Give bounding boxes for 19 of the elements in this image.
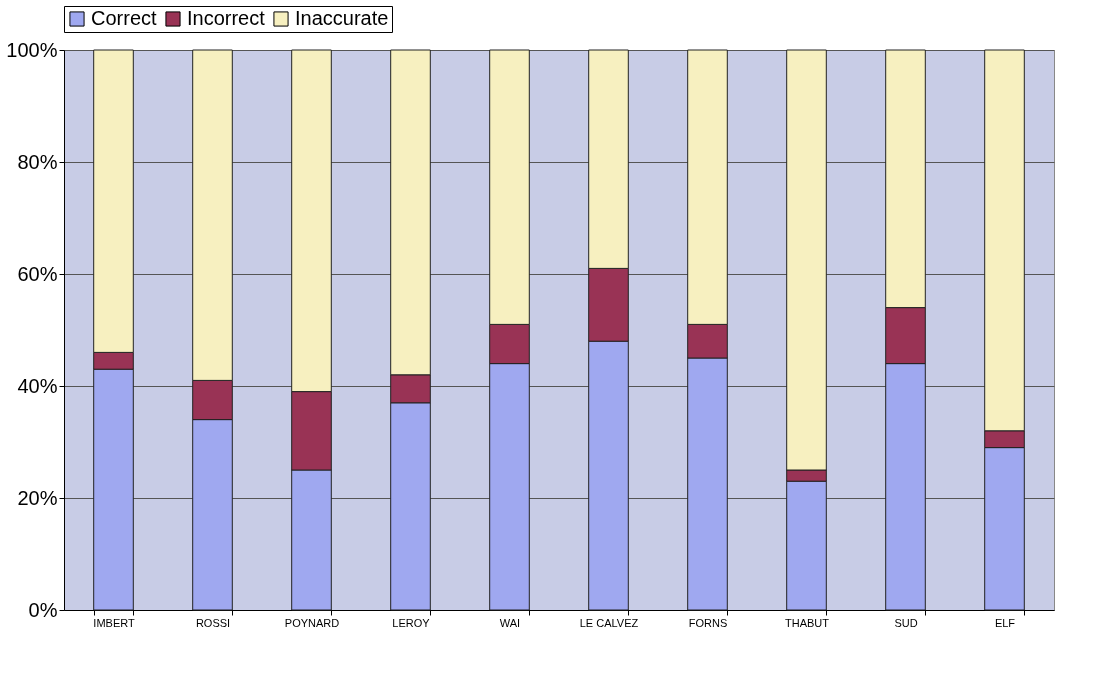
x-tick-label: FORNS bbox=[688, 616, 728, 629]
legend-label: Correct bbox=[91, 7, 158, 29]
x-tick-label: SUD bbox=[894, 616, 918, 629]
legend-label: Inaccurate bbox=[295, 7, 389, 29]
y-tick-label: 60% bbox=[17, 262, 58, 285]
y-tick-label: 0% bbox=[28, 598, 58, 621]
x-tick-label: ELF bbox=[994, 616, 1016, 629]
x-tick-label: THABUT bbox=[785, 616, 830, 629]
x-tick-label: IMBERT bbox=[93, 616, 135, 629]
y-tick-label: 20% bbox=[17, 486, 58, 509]
y-tick-label: 40% bbox=[17, 374, 58, 397]
legend-label: Incorrect bbox=[187, 7, 266, 29]
x-tick-label: LEROY bbox=[392, 616, 431, 629]
x-tick-label: LE CALVEZ bbox=[579, 616, 639, 629]
y-tick-label: 80% bbox=[17, 150, 58, 173]
x-tick-label: WAI bbox=[499, 616, 521, 629]
x-tick-label: POYNARD bbox=[284, 616, 340, 629]
y-tick-label: 100% bbox=[6, 38, 58, 61]
x-tick-label: ROSSI bbox=[195, 616, 231, 629]
